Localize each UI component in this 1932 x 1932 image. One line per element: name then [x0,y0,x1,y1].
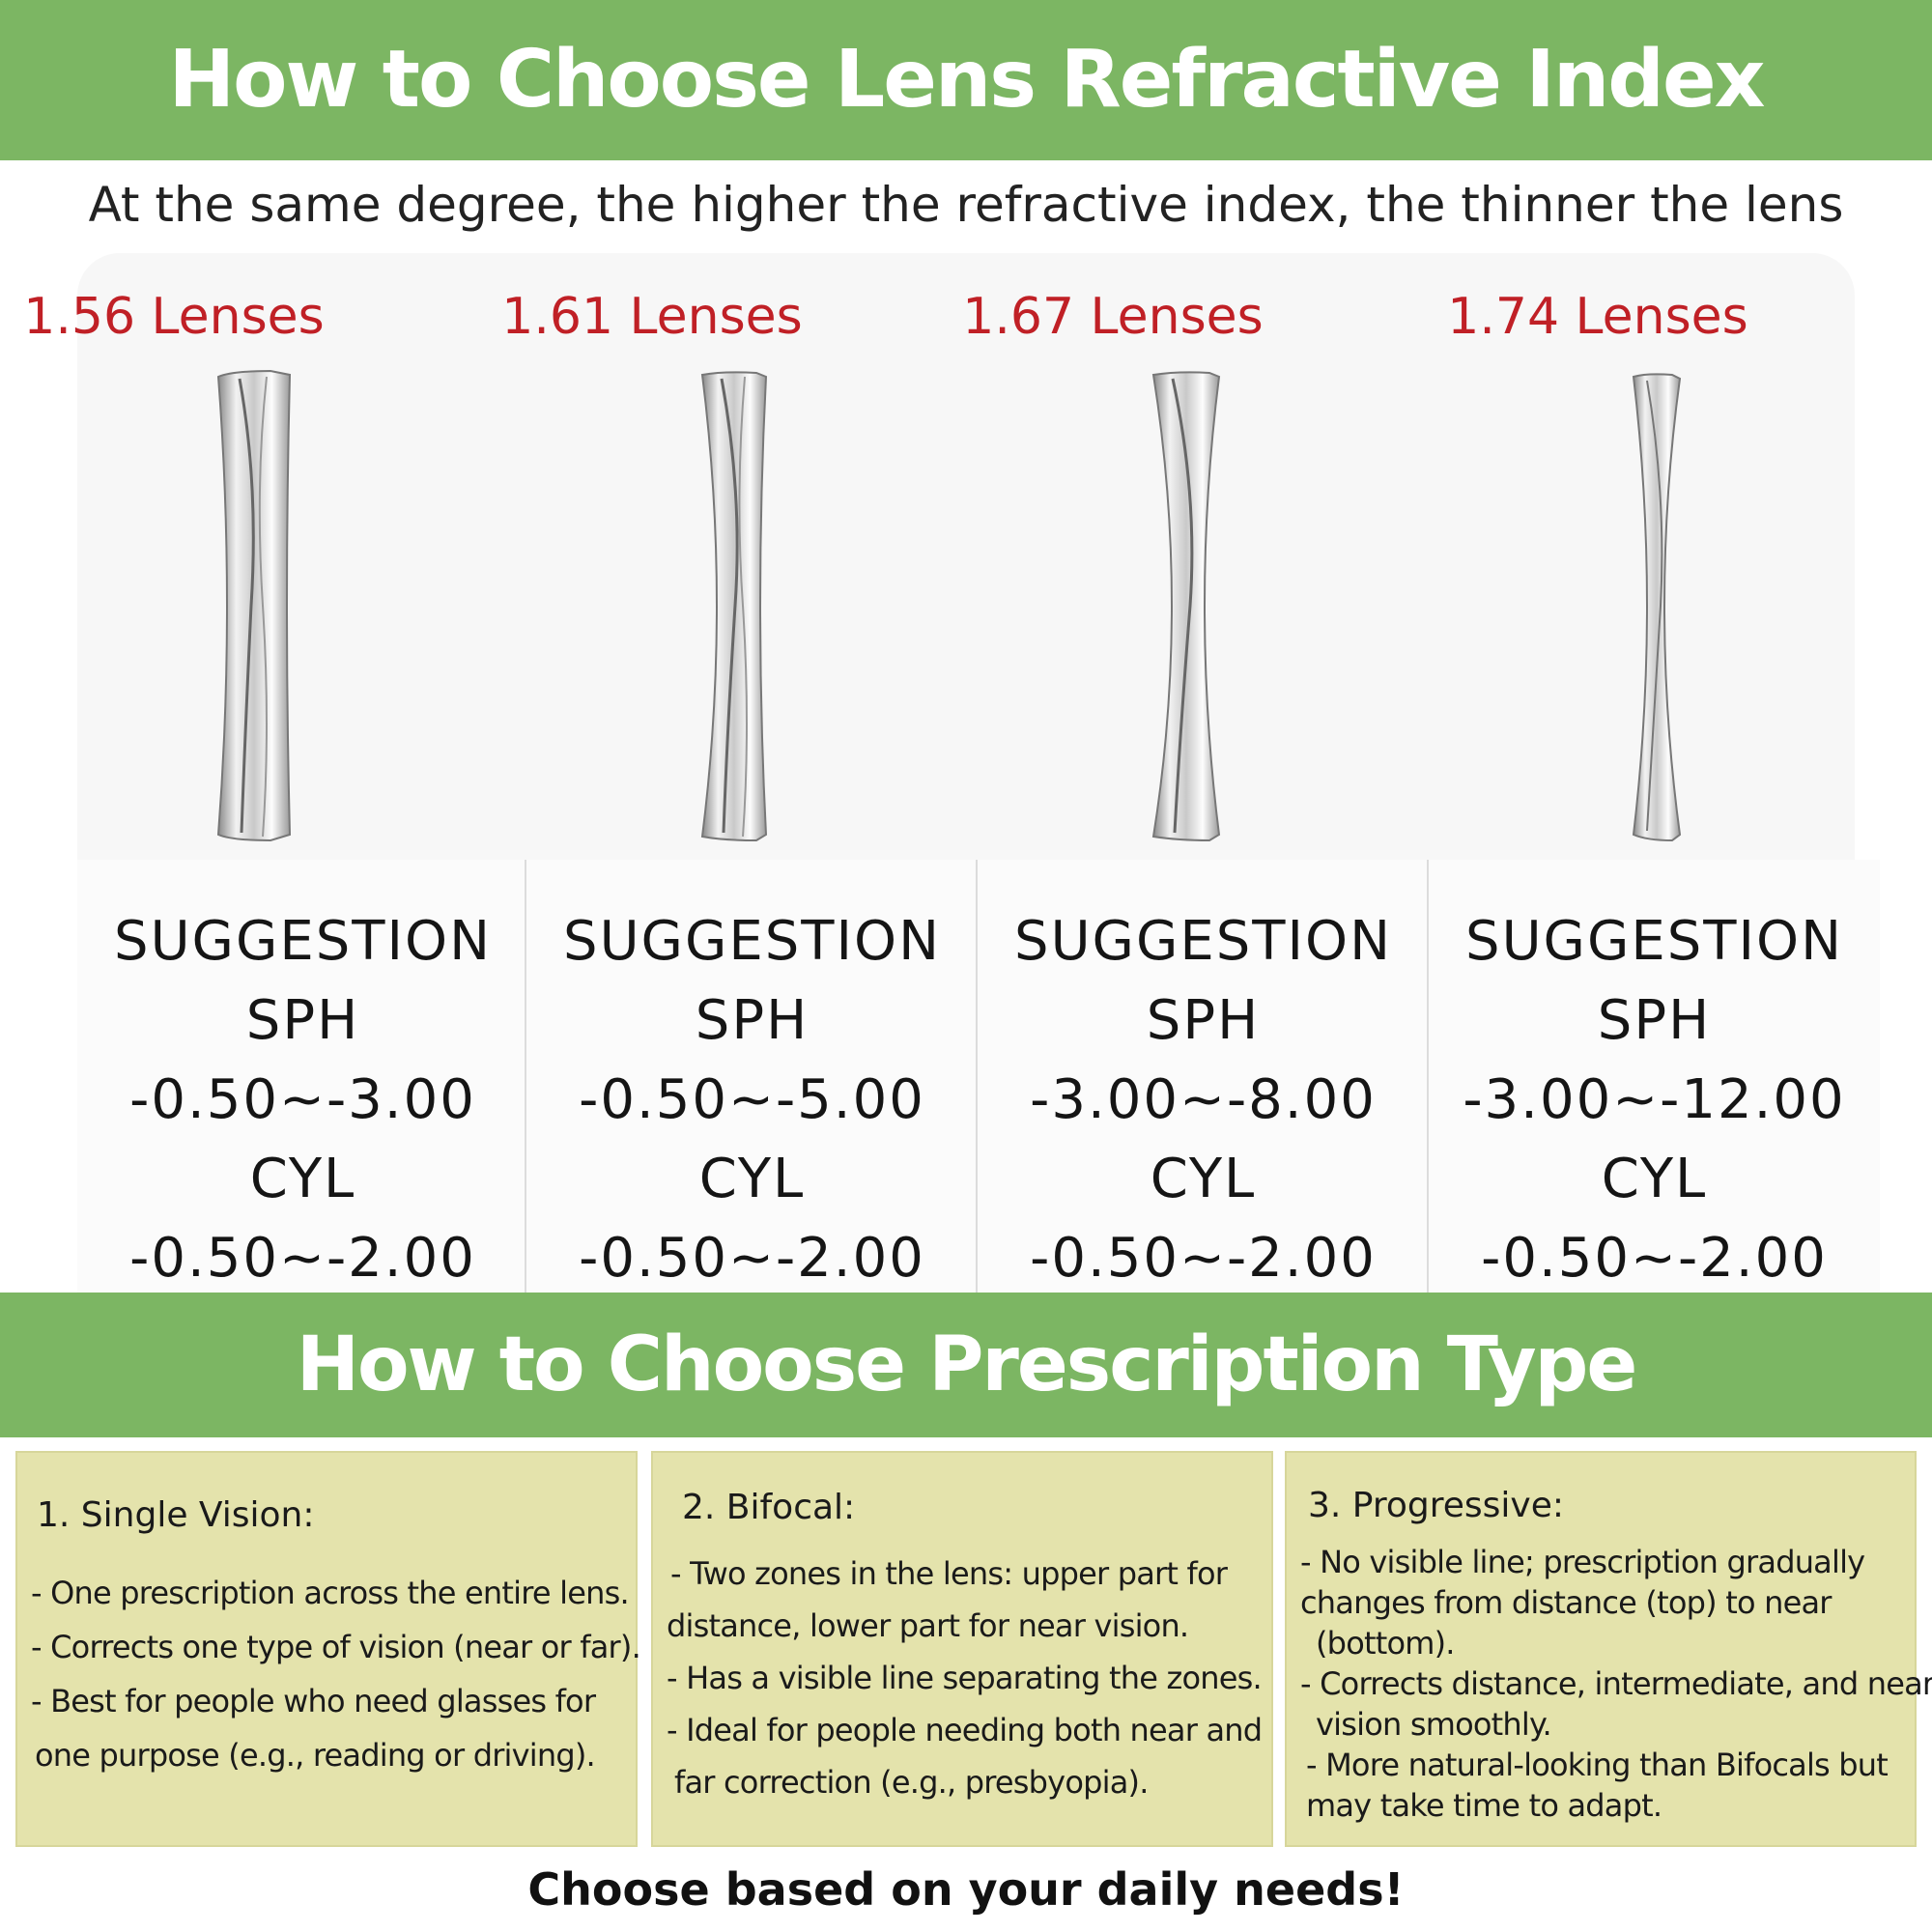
card-line: - More natural-looking than Bifocals but [1306,1747,1889,1783]
sph-range: -0.50~-5.00 [579,1068,925,1131]
sph-range: -0.50~-3.00 [129,1068,476,1131]
lens-1-56-icon [216,369,292,842]
card-line: vision smoothly. [1316,1706,1552,1743]
main-title: How to Choose Lens Refractive Index [168,34,1766,126]
card-line: - Ideal for people needing both near and [667,1712,1263,1748]
cyl-range: -0.50~-2.00 [1481,1227,1828,1290]
card-line: distance, lower part for near vision. [667,1607,1189,1644]
lens-1-61-icon [700,371,768,842]
lens-title: 1.56 Lenses [23,288,325,346]
cyl-label: CYL [1150,1148,1257,1210]
cyl-range: -0.50~-2.00 [129,1227,476,1290]
card-line: - Corrects one type of vision (near or f… [31,1629,641,1665]
spec-area: SUGGESTION SPH -0.50~-5.00 CYL -0.50~-2.… [526,860,978,1293]
sph-label: SPH [695,989,810,1052]
card-line: - Two zones in the lens: upper part for [670,1555,1228,1592]
suggestion-label: SUGGESTION [1465,910,1843,973]
lens-title: 1.61 Lenses [501,288,803,346]
sph-label: SPH [245,989,360,1052]
lens-title: 1.67 Lenses [962,288,1264,346]
cyl-label: CYL [249,1148,356,1210]
cyl-range: -0.50~-2.00 [1030,1227,1377,1290]
lens-column-1-56: 1.56 Lenses SUGGESTION SPH -0.50~-3.00 C… [23,253,528,1293]
cyl-label: CYL [1601,1148,1708,1210]
card-line: - No visible line; prescription graduall… [1300,1544,1865,1580]
card-line: may take time to adapt. [1306,1787,1662,1824]
cyl-label: CYL [698,1148,806,1210]
section-title-banner: How to Choose Prescription Type [0,1293,1932,1437]
card-line: far correction (e.g., presbyopia). [674,1764,1149,1801]
suggestion-label: SUGGESTION [114,910,492,973]
card-line: one purpose (e.g., reading or driving). [35,1737,596,1774]
footer-note: Choose based on your daily needs! [527,1863,1405,1916]
card-line: changes from distance (top) to near [1300,1584,1832,1621]
lens-title: 1.74 Lenses [1447,288,1748,346]
card-line: - Best for people who need glasses for [31,1683,596,1719]
sph-range: -3.00~-12.00 [1463,1068,1846,1131]
card-bifocal: 2. Bifocal: - Two zones in the lens: upp… [651,1451,1273,1847]
card-single-vision: 1. Single Vision: - One prescription acr… [15,1451,641,1847]
card-progressive: 3. Progressive: - No visible line; presc… [1285,1451,1932,1847]
suggestion-label: SUGGESTION [563,910,941,973]
sph-label: SPH [1597,989,1712,1052]
sph-range: -3.00~-8.00 [1030,1068,1377,1131]
card-line: (bottom). [1316,1625,1455,1662]
spec-area: SUGGESTION SPH -3.00~-8.00 CYL -0.50~-2.… [978,860,1429,1293]
sph-label: SPH [1146,989,1261,1052]
lens-1-74-icon [1632,373,1682,842]
column-divider [525,860,526,1293]
card-line: - Has a visible line separating the zone… [667,1660,1263,1696]
card-line: - One prescription across the entire len… [31,1575,630,1611]
section-title: How to Choose Prescription Type [296,1321,1638,1408]
column-divider [976,860,978,1293]
card-title: 1. Single Vision: [37,1495,315,1535]
spec-area: SUGGESTION SPH -3.00~-12.00 CYL -0.50~-2… [1429,860,1880,1293]
spec-area: SUGGESTION SPH -0.50~-3.00 CYL -0.50~-2.… [77,860,528,1293]
lens-column-1-67: 1.67 Lenses SUGGESTION SPH -3.00~-8.00 C… [962,253,1429,1293]
suggestion-label: SUGGESTION [1014,910,1392,973]
cyl-range: -0.50~-2.00 [579,1227,925,1290]
lens-1-67-icon [1151,371,1221,842]
lens-column-1-74: 1.74 Lenses SUGGESTION SPH -3.00~-12.00 … [1429,253,1880,1293]
card-title: 2. Bifocal: [682,1488,856,1527]
card-line: - Corrects distance, intermediate, and n… [1300,1665,1932,1702]
lens-column-1-61: 1.61 Lenses SUGGESTION SPH -0.50~-5.00 C… [501,253,978,1293]
column-divider [1427,860,1429,1293]
main-title-banner: How to Choose Lens Refractive Index [0,0,1932,160]
card-title: 3. Progressive: [1308,1486,1565,1525]
subtitle: At the same degree, the higher the refra… [88,177,1844,233]
